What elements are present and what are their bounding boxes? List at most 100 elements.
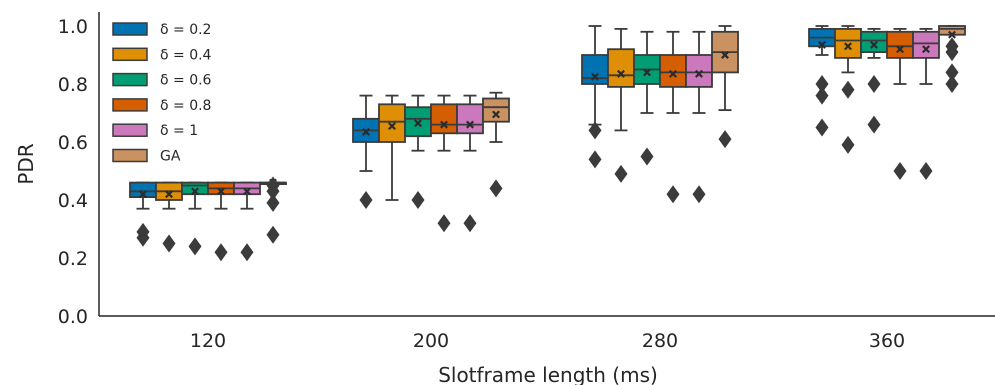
iqr-box [834, 27, 862, 59]
outlier-point [718, 130, 732, 149]
outlier-point [489, 179, 503, 198]
box-5-0 [259, 176, 287, 244]
box-4-2 [685, 30, 713, 204]
box-1-1 [378, 94, 406, 201]
box-4-3 [912, 27, 940, 180]
outlier-point [893, 162, 907, 180]
box-2-0 [181, 181, 209, 256]
mean-marker [362, 127, 370, 136]
iqr-box [581, 54, 609, 85]
y-tick-label: 0.8 [58, 74, 88, 96]
outlier-point [214, 243, 228, 262]
legend-swatch [112, 22, 148, 36]
legend-label: δ = 0.4 [160, 47, 212, 63]
outlier-point [359, 191, 373, 209]
plot-area [129, 25, 966, 262]
outlier-point [640, 147, 654, 166]
y-tick-label: 1.0 [58, 16, 88, 38]
outlier-point [136, 228, 150, 247]
outlier-point [266, 225, 280, 244]
legend-label: δ = 0.8 [160, 98, 211, 114]
outlier-point [945, 75, 959, 93]
outlier-point [692, 185, 706, 204]
outlier-point [188, 237, 202, 256]
box-1-0 [155, 181, 183, 253]
legend-swatch [112, 148, 148, 163]
legend-label: δ = 1 [160, 123, 198, 139]
outlier-point [463, 214, 477, 233]
box-0-2 [581, 25, 609, 169]
outlier-point [411, 191, 425, 209]
mean-marker [440, 120, 448, 129]
iqr-box [607, 48, 635, 88]
y-tick-label: 0.4 [58, 190, 88, 212]
mean-marker [217, 187, 225, 196]
box-5-1 [482, 91, 510, 198]
legend-label: δ = 0.6 [160, 73, 212, 89]
mean-marker [948, 30, 956, 39]
legend-swatch [112, 47, 148, 62]
outlier-point [919, 162, 933, 180]
axes [98, 12, 995, 317]
mean-marker [388, 122, 396, 131]
box-0-0 [129, 181, 157, 247]
mean-marker [466, 120, 474, 129]
mean-marker [617, 69, 625, 78]
box-5-3 [938, 25, 966, 93]
iqr-box [860, 30, 888, 53]
legend-label: GA [160, 149, 181, 165]
box-4-1 [456, 94, 484, 233]
outlier-point [266, 182, 280, 201]
mean-marker [844, 42, 852, 51]
box-3-3 [886, 27, 914, 180]
outlier-point [266, 193, 280, 212]
mean-marker [896, 45, 904, 54]
box-4-0 [233, 181, 261, 262]
iqr-box [659, 54, 687, 88]
legend-item: δ = 0.2 [112, 22, 211, 38]
legend-swatch [112, 72, 148, 87]
x-tick-label: 200 [413, 330, 449, 352]
legend-item: δ = 0.6 [112, 72, 212, 89]
iqr-box [886, 30, 914, 59]
x-tick-label: 360 [869, 330, 905, 352]
x-axis-title: Slotframe length (ms) [438, 363, 658, 385]
outlier-point [815, 118, 829, 137]
y-tick-labels: 0.0 0.2 0.4 0.6 0.8 1.0 [58, 16, 88, 328]
mean-marker [139, 190, 147, 199]
box-0-3 [808, 25, 836, 137]
box-5-2 [711, 25, 739, 149]
y-tick-label: 0.6 [58, 132, 88, 154]
outlier-point [588, 150, 602, 169]
box-2-2 [633, 30, 661, 166]
outlier-point [867, 115, 881, 134]
mean-marker [818, 40, 826, 49]
legend-item: δ = 0.8 [112, 98, 211, 114]
outlier-point [945, 43, 959, 62]
x-tick-label: 120 [190, 330, 226, 352]
outlier-point [841, 80, 855, 99]
outlier-point [588, 121, 602, 140]
box-1-2 [607, 27, 635, 183]
outlier-point [815, 75, 829, 93]
iqr-box [912, 30, 940, 59]
mean-marker [165, 190, 173, 199]
mean-marker [643, 68, 651, 77]
legend-label: δ = 0.2 [160, 22, 211, 38]
legend-item: δ = 1 [112, 123, 198, 139]
box-2-3 [860, 27, 888, 134]
mean-marker [414, 119, 422, 128]
outlier-point [666, 185, 680, 204]
y-tick-label: 0.2 [58, 248, 88, 270]
iqr-box [430, 103, 458, 135]
box-2-1 [404, 94, 432, 209]
outlier-point [162, 234, 176, 253]
mean-marker [870, 40, 878, 49]
mean-marker [492, 110, 500, 119]
legend-swatch [112, 98, 148, 112]
mean-marker [695, 69, 703, 78]
mean-marker [669, 69, 677, 78]
outlier-point [867, 75, 881, 93]
outlier-point [614, 164, 628, 183]
